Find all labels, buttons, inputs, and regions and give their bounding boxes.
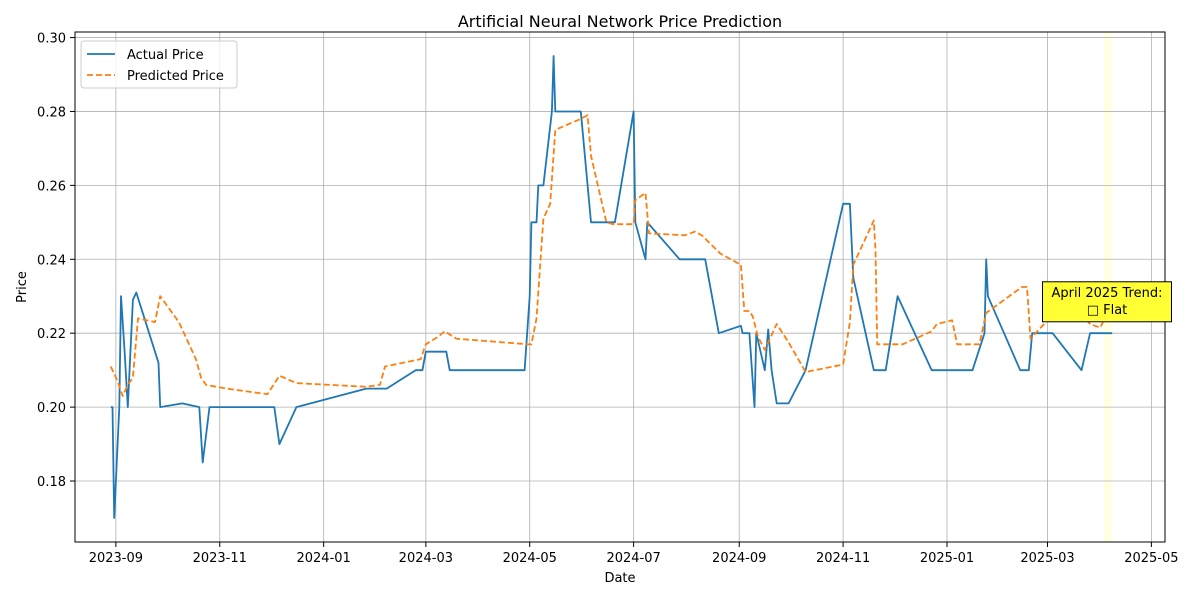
y-tick-label: 0.26 xyxy=(37,179,66,194)
y-tick-label: 0.20 xyxy=(37,401,66,416)
chart-title: Artificial Neural Network Price Predicti… xyxy=(458,12,782,31)
x-tick-label: 2023-09 xyxy=(89,551,143,566)
x-tick-label: 2024-07 xyxy=(606,551,660,566)
x-ticks: 2023-09 2023-11 2024-01 2024-03 2024-05 2024-… xyxy=(89,542,1179,566)
trend-annotation-value: □ Flat xyxy=(1087,303,1128,318)
x-tick-label: 2024-03 xyxy=(399,551,453,566)
series-layer xyxy=(109,55,1113,519)
trend-annotation-title: April 2025 Trend: xyxy=(1051,286,1162,301)
y-ticks: 0.18 0.20 0.22 0.24 0.26 0.28 0.30 xyxy=(37,32,75,490)
series-line-actual-price xyxy=(110,55,1113,519)
x-tick-label: 2024-05 xyxy=(503,551,557,566)
x-axis-title: Date xyxy=(604,571,635,586)
x-tick-label: 2025-01 xyxy=(920,551,974,566)
x-tick-label: 2024-01 xyxy=(296,551,350,566)
y-axis-title: Price xyxy=(15,271,30,303)
legend: Actual Price Predicted Price xyxy=(80,40,238,89)
y-tick-label: 0.28 xyxy=(37,105,66,120)
trend-annotation-box xyxy=(1041,281,1172,323)
y-tick-label: 0.18 xyxy=(37,475,66,490)
trend-annotation: April 2025 Trend: □ Flat xyxy=(1041,281,1172,323)
series-line-predicted-price xyxy=(109,114,1107,397)
x-tick-label: 2023-11 xyxy=(193,551,247,566)
x-tick-label: 2025-05 xyxy=(1124,551,1178,566)
y-tick-label: 0.24 xyxy=(37,253,66,268)
x-tick-label: 2024-11 xyxy=(816,551,870,566)
legend-label-predicted-price: Predicted Price xyxy=(127,69,224,84)
x-tick-label: 2024-09 xyxy=(712,551,766,566)
legend-label-actual-price: Actual Price xyxy=(127,48,204,63)
y-tick-label: 0.30 xyxy=(37,32,66,47)
x-tick-label: 2025-03 xyxy=(1020,551,1074,566)
legend-box xyxy=(80,40,238,89)
y-tick-label: 0.22 xyxy=(37,327,66,342)
